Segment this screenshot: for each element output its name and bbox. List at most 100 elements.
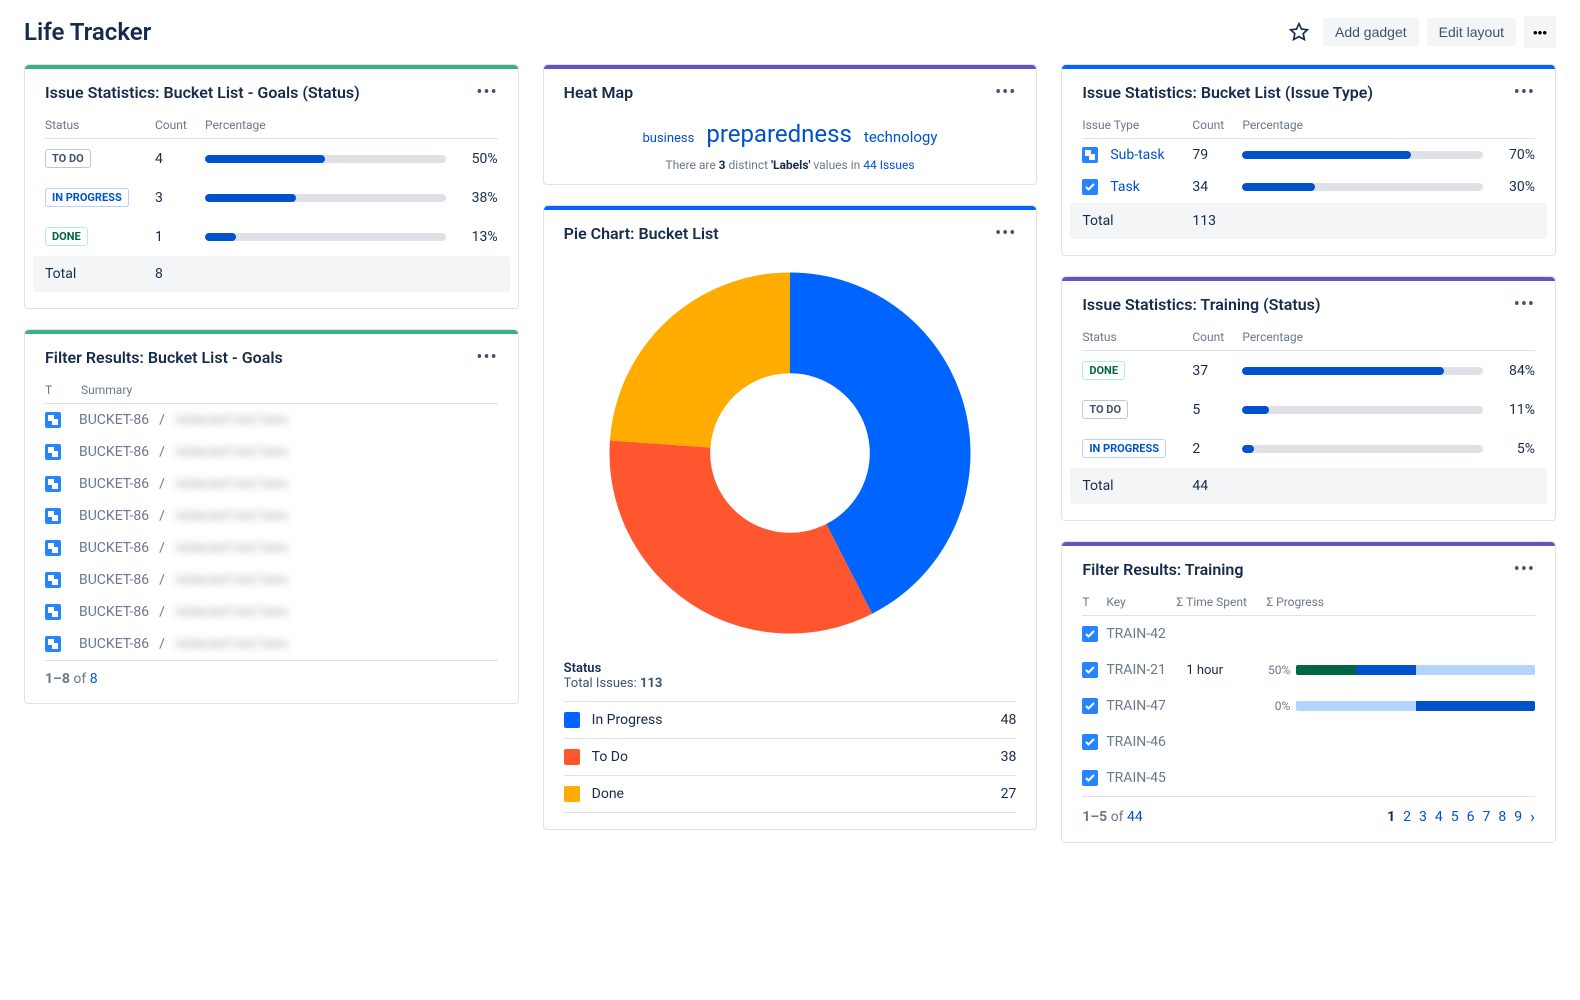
header-status: Status: [1082, 330, 1192, 344]
column-1: Issue Statistics: Bucket List - Goals (S…: [24, 64, 519, 863]
link-issues-count[interactable]: 44: [863, 158, 877, 172]
task-icon: [1082, 626, 1098, 642]
heatmap-tag[interactable]: preparedness: [706, 120, 852, 148]
issuetype-label[interactable]: Task: [1110, 179, 1140, 195]
status-lozenge[interactable]: DONE: [1082, 361, 1125, 380]
issue-sep: /: [159, 540, 165, 556]
total-label: Total: [45, 266, 155, 282]
page-link[interactable]: 8: [1498, 809, 1506, 825]
filter-row[interactable]: BUCKET-86 / redacted text here: [45, 468, 498, 500]
issue-summary-blurred: redacted text here: [175, 636, 287, 652]
filter-row[interactable]: BUCKET-86 / redacted text here: [45, 500, 498, 532]
bar-fill: [205, 194, 296, 202]
card-more-button[interactable]: •••: [1514, 561, 1535, 579]
header-count: Count: [1192, 330, 1242, 344]
card-more-button[interactable]: •••: [476, 84, 497, 102]
issue-sep: /: [159, 412, 165, 428]
t: distinct: [726, 158, 772, 172]
filter-row[interactable]: BUCKET-86 / redacted text here: [45, 436, 498, 468]
training-row[interactable]: TRAIN-46: [1082, 724, 1535, 760]
page-link[interactable]: 7: [1483, 809, 1491, 825]
page-link[interactable]: 3: [1419, 809, 1427, 825]
heatmap-tag[interactable]: technology: [864, 128, 938, 146]
bar-track: [1242, 445, 1483, 453]
issue-summary-blurred: redacted text here: [175, 508, 287, 524]
pct-cell: 84%: [1495, 363, 1535, 379]
page-link[interactable]: 1: [1387, 809, 1395, 825]
legend-value: 38: [1001, 749, 1017, 765]
filter-row[interactable]: BUCKET-86 / redacted text here: [45, 404, 498, 436]
card-more-button[interactable]: •••: [1514, 84, 1535, 102]
pager-total-link[interactable]: 44: [1127, 809, 1143, 825]
add-gadget-button[interactable]: Add gadget: [1323, 18, 1419, 46]
status-lozenge[interactable]: IN PROGRESS: [1082, 439, 1166, 458]
card-more-button[interactable]: •••: [1514, 296, 1535, 314]
training-row[interactable]: TRAIN-42: [1082, 616, 1535, 652]
subtask-icon: [45, 476, 61, 492]
header-summary: Summary: [81, 383, 132, 397]
legend-swatch: [564, 786, 580, 802]
count-cell: 5: [1192, 402, 1242, 418]
legend-row[interactable]: In Progress 48: [564, 701, 1017, 738]
status-lozenge[interactable]: DONE: [45, 227, 88, 246]
card-title: Filter Results: Bucket List - Goals: [45, 348, 283, 367]
issue-key: TRAIN-46: [1106, 734, 1186, 750]
filter-row[interactable]: BUCKET-86 / redacted text here: [45, 596, 498, 628]
next-page-icon[interactable]: ›: [1530, 807, 1535, 826]
page-link[interactable]: 2: [1403, 809, 1411, 825]
filter-row[interactable]: BUCKET-86 / redacted text here: [45, 628, 498, 660]
count-cell: 2: [1192, 441, 1242, 457]
task-icon: [1082, 770, 1098, 786]
issue-key: BUCKET-86: [79, 412, 149, 428]
issue-summary-blurred: redacted text here: [175, 572, 287, 588]
card-more-button[interactable]: •••: [995, 84, 1016, 102]
filter-row[interactable]: BUCKET-86 / redacted text here: [45, 564, 498, 596]
issue-key: TRAIN-45: [1106, 770, 1186, 786]
legend-label: In Progress: [592, 712, 1001, 728]
pager-total[interactable]: 8: [90, 671, 98, 687]
page-link[interactable]: 6: [1467, 809, 1475, 825]
count-cell: 1: [155, 229, 205, 245]
star-button[interactable]: [1283, 16, 1315, 48]
issuetype-label[interactable]: Sub-task: [1110, 147, 1164, 163]
training-row[interactable]: TRAIN-45: [1082, 760, 1535, 796]
page-link[interactable]: 9: [1514, 809, 1522, 825]
card-more-button[interactable]: •••: [476, 349, 497, 367]
status-row: DONE 1 13%: [45, 217, 498, 256]
link-issues[interactable]: Issues: [877, 158, 915, 172]
progress-pct: 0%: [1256, 699, 1290, 713]
card-title: Heat Map: [564, 83, 633, 102]
progress-seg: [1296, 665, 1356, 675]
progress-seg: [1416, 701, 1535, 711]
legend-swatch: [564, 712, 580, 728]
card-title: Filter Results: Training: [1082, 560, 1243, 579]
legend-row[interactable]: Done 27: [564, 775, 1017, 813]
more-actions-button[interactable]: •••: [1524, 16, 1556, 48]
training-row[interactable]: TRAIN-47 0%: [1082, 688, 1535, 724]
status-lozenge[interactable]: IN PROGRESS: [45, 188, 129, 207]
pie-slice[interactable]: [610, 273, 790, 448]
task-icon: [1082, 698, 1098, 714]
card-heatmap: Heat Map ••• business preparedness technol…: [543, 64, 1038, 185]
card-pie: Pie Chart: Bucket List ••• Status Total …: [543, 205, 1038, 830]
training-row[interactable]: TRAIN-21 1 hour 50%: [1082, 652, 1535, 688]
task-icon: [1082, 662, 1098, 678]
total-label: Total: [1082, 478, 1192, 494]
pie-slice[interactable]: [609, 440, 872, 633]
bar-fill: [205, 233, 236, 241]
legend-row[interactable]: To Do 38: [564, 738, 1017, 775]
page-link[interactable]: 4: [1435, 809, 1443, 825]
filter-row[interactable]: BUCKET-86 / redacted text here: [45, 532, 498, 564]
card-more-button[interactable]: •••: [995, 225, 1016, 243]
status-lozenge[interactable]: TO DO: [45, 149, 91, 168]
pct-cell: 5%: [1495, 441, 1535, 457]
task-icon: [1082, 179, 1098, 195]
heatmap-tag[interactable]: business: [643, 131, 695, 146]
bar-fill: [1242, 183, 1314, 191]
edit-layout-button[interactable]: Edit layout: [1427, 18, 1516, 46]
header-actions: Add gadget Edit layout •••: [1283, 16, 1556, 48]
status-lozenge[interactable]: TO DO: [1082, 400, 1128, 419]
page-link[interactable]: 5: [1451, 809, 1459, 825]
t: 3: [719, 158, 726, 172]
header-pct: Percentage: [1242, 330, 1535, 344]
